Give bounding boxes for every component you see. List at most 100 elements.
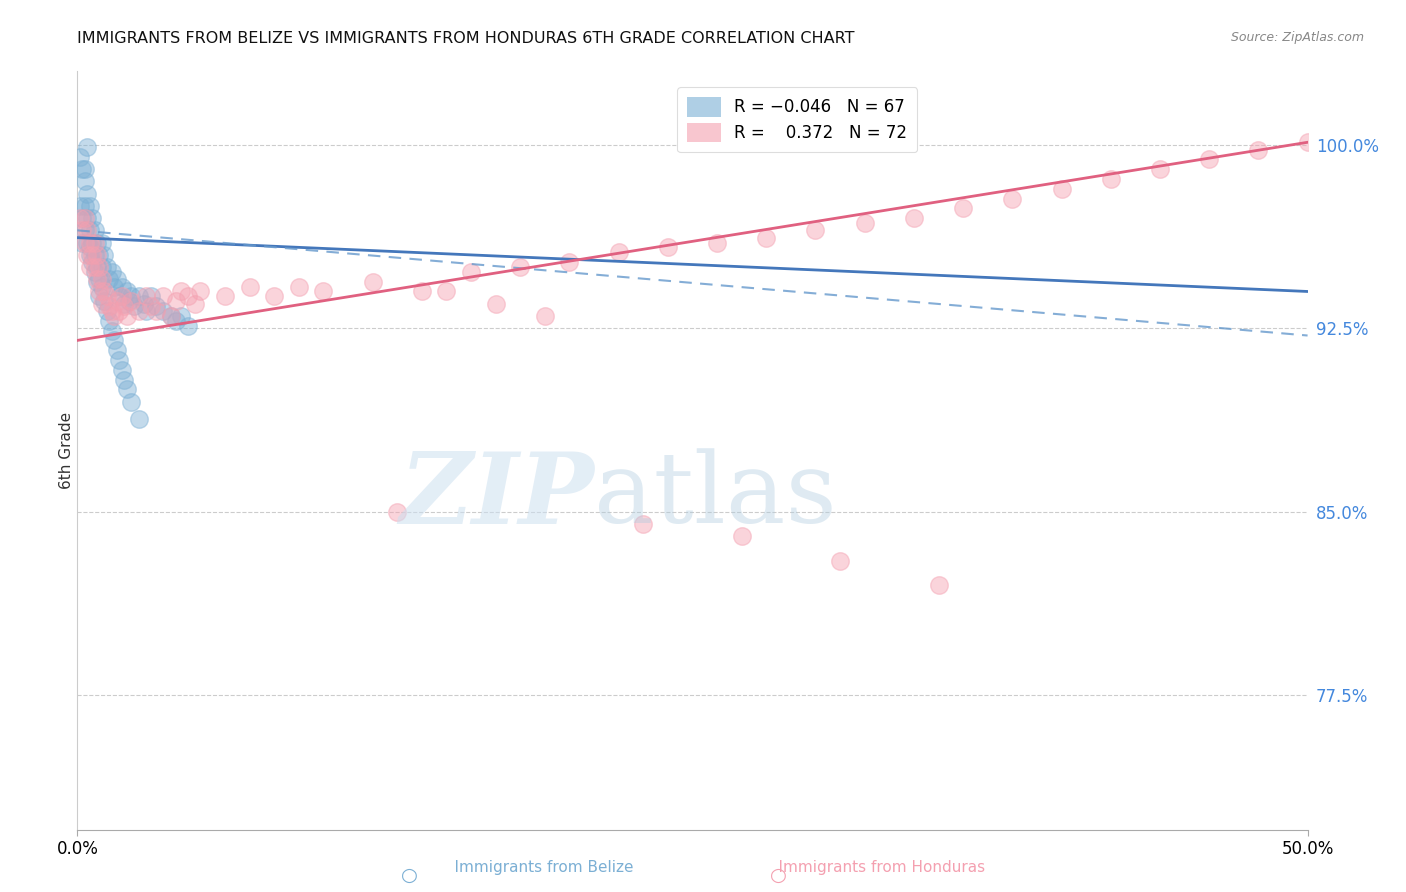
Point bbox=[115, 382, 138, 396]
Point bbox=[89, 248, 111, 262]
Point bbox=[830, 553, 852, 567]
Point bbox=[98, 272, 121, 286]
Point bbox=[214, 289, 236, 303]
Point bbox=[460, 265, 482, 279]
Point bbox=[534, 309, 557, 323]
Point bbox=[170, 285, 193, 299]
Point bbox=[145, 304, 167, 318]
Text: ZIP: ZIP bbox=[399, 448, 595, 544]
Point bbox=[128, 304, 150, 318]
Point bbox=[1099, 172, 1122, 186]
Point bbox=[86, 272, 108, 286]
Point bbox=[79, 248, 101, 262]
Point bbox=[105, 272, 128, 286]
Point bbox=[121, 394, 143, 409]
Point bbox=[82, 248, 104, 262]
Point bbox=[86, 275, 108, 289]
Point bbox=[160, 309, 183, 323]
Point bbox=[103, 279, 125, 293]
Text: Source: ZipAtlas.com: Source: ZipAtlas.com bbox=[1230, 31, 1364, 45]
Point bbox=[361, 275, 384, 289]
Point bbox=[1149, 162, 1171, 177]
Point bbox=[263, 289, 285, 303]
Point bbox=[485, 296, 508, 310]
Point bbox=[82, 255, 104, 269]
Point bbox=[804, 223, 827, 237]
Point bbox=[76, 223, 98, 237]
Point bbox=[89, 272, 111, 286]
Point bbox=[436, 285, 458, 299]
Point bbox=[98, 314, 121, 328]
Point bbox=[509, 260, 531, 274]
Point bbox=[115, 285, 138, 299]
Text: atlas: atlas bbox=[595, 448, 837, 544]
Point bbox=[76, 235, 98, 250]
Point bbox=[108, 304, 131, 318]
Point bbox=[83, 223, 105, 237]
Text: IMMIGRANTS FROM BELIZE VS IMMIGRANTS FROM HONDURAS 6TH GRADE CORRELATION CHART: IMMIGRANTS FROM BELIZE VS IMMIGRANTS FRO… bbox=[77, 31, 855, 46]
Point bbox=[90, 260, 114, 274]
Point bbox=[160, 309, 183, 323]
Point bbox=[70, 223, 93, 237]
Point bbox=[152, 289, 174, 303]
Point bbox=[73, 211, 96, 226]
Point bbox=[145, 299, 167, 313]
Point bbox=[70, 162, 93, 177]
Point bbox=[101, 265, 124, 279]
Point bbox=[89, 260, 111, 274]
Point bbox=[98, 299, 121, 313]
Point bbox=[96, 260, 118, 274]
Point bbox=[122, 299, 145, 313]
Point bbox=[79, 240, 101, 254]
Point bbox=[105, 294, 128, 309]
Point bbox=[1001, 192, 1024, 206]
Point bbox=[177, 289, 200, 303]
Point bbox=[70, 211, 93, 226]
Text: ○: ○ bbox=[770, 866, 787, 885]
Point bbox=[86, 260, 108, 274]
Point bbox=[853, 216, 876, 230]
Point bbox=[73, 235, 96, 250]
Point bbox=[115, 309, 138, 323]
Point bbox=[111, 363, 132, 377]
Point bbox=[1296, 136, 1319, 150]
Point bbox=[170, 309, 193, 323]
Point bbox=[312, 285, 335, 299]
Point bbox=[152, 304, 174, 318]
Point bbox=[657, 240, 679, 254]
Point bbox=[112, 299, 135, 313]
Point bbox=[89, 285, 111, 299]
Point bbox=[76, 211, 98, 226]
Point bbox=[112, 372, 135, 386]
Point bbox=[69, 150, 91, 164]
Point bbox=[1050, 182, 1073, 196]
Point bbox=[101, 304, 124, 318]
Point bbox=[118, 294, 141, 309]
Point bbox=[83, 248, 105, 262]
Point bbox=[135, 289, 157, 303]
Point bbox=[89, 289, 111, 303]
Point bbox=[83, 235, 105, 250]
Point bbox=[952, 202, 974, 216]
Point bbox=[83, 260, 105, 274]
Point bbox=[108, 353, 131, 368]
Point bbox=[108, 289, 131, 303]
Point bbox=[188, 285, 212, 299]
Point bbox=[73, 223, 96, 237]
Point bbox=[1198, 153, 1220, 167]
Point bbox=[79, 223, 101, 237]
Point bbox=[239, 279, 262, 293]
Point bbox=[411, 285, 433, 299]
Point bbox=[111, 279, 132, 293]
Point bbox=[706, 235, 728, 250]
Point bbox=[69, 199, 91, 213]
Point bbox=[177, 318, 200, 333]
Point bbox=[73, 162, 96, 177]
Point bbox=[731, 529, 754, 543]
Point bbox=[96, 304, 118, 318]
Point bbox=[141, 299, 163, 313]
Point bbox=[105, 343, 128, 358]
Point bbox=[86, 248, 108, 262]
Point bbox=[83, 265, 105, 279]
Point bbox=[111, 289, 132, 303]
